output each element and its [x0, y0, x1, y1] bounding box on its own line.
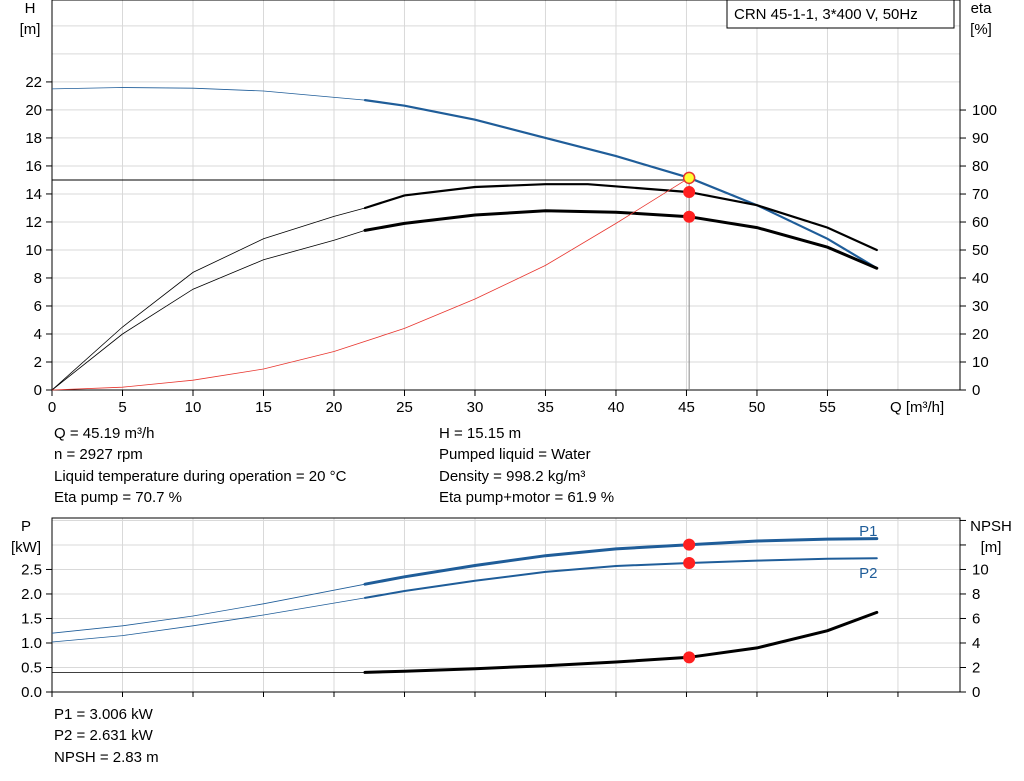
y-left-axis-label: P — [21, 518, 31, 535]
plot-frame — [51, 0, 961, 391]
duty-point-2 — [683, 210, 696, 223]
y-left-tick-label: 0.5 — [21, 659, 42, 676]
info-density: Density = 998.2 kg/m³ — [439, 467, 586, 485]
y-right-tick-label: 2 — [972, 659, 980, 676]
y-right-axis-unit: [m] — [981, 539, 1002, 556]
x-axis-label: Q [m³/h] — [890, 399, 944, 416]
y-right-tick-label: 20 — [972, 326, 989, 343]
curve-system-curve — [51, 177, 690, 391]
curve-p1 — [51, 583, 366, 634]
y-left-tick-label: 14 — [25, 186, 42, 203]
title-box — [726, 0, 955, 29]
info-flow: Q = 45.19 m³/h — [54, 425, 155, 442]
y-left-axis-unit: [kW] — [11, 539, 41, 556]
y-left-tick-label: 2.0 — [21, 586, 42, 603]
y-right-tick-label: 90 — [972, 130, 989, 147]
info-eta-pump-motor: Eta pump+motor = 61.9 % — [439, 488, 615, 506]
info-p2: P2 = 2.631 kW — [54, 727, 153, 745]
y-left-tick-label: 16 — [25, 158, 42, 175]
duty-point-1 — [683, 186, 696, 199]
y-right-tick-label: 40 — [972, 270, 989, 287]
duty-point-0 — [683, 538, 696, 551]
duty-point-0 — [682, 171, 696, 185]
x-tick-label: 55 — [819, 399, 836, 416]
curve-H-operating — [363, 99, 878, 270]
y-left-tick-label: 10 — [25, 242, 42, 259]
y-left-tick-label: 18 — [25, 130, 42, 147]
info-npsh: NPSH = 2.83 m — [54, 748, 159, 766]
info-bottom: P1 = 3.006 kW P2 = 2.631 kW NPSH = 2.83 … — [54, 704, 159, 768]
y-right-axis-label: eta — [971, 0, 993, 17]
y-left-tick-label: 1.5 — [21, 610, 42, 627]
y-left-tick-label: 0 — [34, 382, 42, 399]
x-tick-label: 50 — [749, 399, 766, 416]
curve-eta-pump-motor-operating — [363, 209, 879, 270]
info-eta-pump: Eta pump = 70.7 % — [54, 488, 182, 506]
info-liquid-temperature: Liquid temperature during operation = 20… — [54, 467, 347, 485]
curve-eta-pump-motor — [51, 230, 366, 391]
y-right-tick-label: 8 — [972, 586, 980, 603]
duty-point-2 — [683, 651, 696, 664]
x-tick-label: 0 — [48, 399, 56, 416]
curve-p2 — [51, 597, 366, 643]
x-tick-label: 45 — [678, 399, 695, 416]
y-left-tick-label: 8 — [34, 270, 42, 287]
series-label-p1: P1 — [859, 523, 877, 540]
y-right-tick-label: 10 — [972, 561, 989, 578]
y-left-tick-label: 2 — [34, 354, 42, 371]
y-right-tick-label: 30 — [972, 298, 989, 315]
chart-title: CRN 45-1-1, 3*400 V, 50Hz — [734, 6, 918, 23]
info-top-left: Q = 45.19 m³/h n = 2927 rpm Liquid tempe… — [54, 423, 346, 508]
plot-frame — [51, 517, 961, 693]
y-right-tick-label: 6 — [972, 610, 980, 627]
y-right-axis-unit: [%] — [970, 21, 992, 38]
info-pumped-liquid: Pumped liquid = Water — [439, 446, 591, 464]
curve-npsh-operating — [363, 610, 879, 674]
y-right-tick-label: 4 — [972, 635, 980, 652]
x-tick-label: 35 — [537, 399, 554, 416]
y-left-axis-label: H — [25, 0, 36, 17]
y-left-tick-label: 1.0 — [21, 635, 42, 652]
y-left-tick-label: 0.0 — [21, 684, 42, 701]
x-tick-label: 30 — [467, 399, 484, 416]
x-tick-label: 40 — [608, 399, 625, 416]
y-left-tick-label: 4 — [34, 326, 42, 343]
y-right-tick-label: 0 — [972, 684, 980, 701]
y-right-tick-label: 100 — [972, 102, 997, 119]
info-head: H = 15.15 m — [439, 425, 522, 442]
series-label-p2: P2 — [859, 565, 877, 582]
curve-p2-operating — [364, 557, 878, 599]
info-p1: P1 = 3.006 kW — [54, 706, 153, 723]
duty-point-1 — [683, 557, 696, 570]
info-speed: n = 2927 rpm — [54, 446, 143, 464]
y-right-tick-label: 60 — [972, 214, 989, 231]
y-left-axis-unit: [m] — [20, 21, 41, 38]
curve-eta-pump — [51, 207, 366, 391]
y-right-tick-label: 10 — [972, 354, 989, 371]
curve-eta-pump-operating — [363, 183, 878, 252]
x-tick-label: 25 — [396, 399, 413, 416]
x-tick-label: 20 — [326, 399, 343, 416]
y-left-tick-label: 12 — [25, 214, 42, 231]
info-top-right: H = 15.15 m Pumped liquid = Water Densit… — [439, 423, 614, 508]
y-right-tick-label: 50 — [972, 242, 989, 259]
y-right-tick-label: 80 — [972, 158, 989, 175]
x-tick-label: 10 — [185, 399, 202, 416]
curve-H — [51, 87, 366, 101]
y-right-axis-label: NPSH — [970, 518, 1012, 535]
y-left-tick-label: 6 — [34, 298, 42, 315]
y-left-tick-label: 22 — [25, 74, 42, 91]
y-right-tick-label: 70 — [972, 186, 989, 203]
y-left-tick-label: 2.5 — [21, 561, 42, 578]
x-tick-label: 5 — [118, 399, 126, 416]
y-right-tick-label: 0 — [972, 382, 980, 399]
curve-p1-operating — [363, 537, 879, 586]
y-left-tick-label: 20 — [25, 102, 42, 119]
x-tick-label: 15 — [255, 399, 272, 416]
